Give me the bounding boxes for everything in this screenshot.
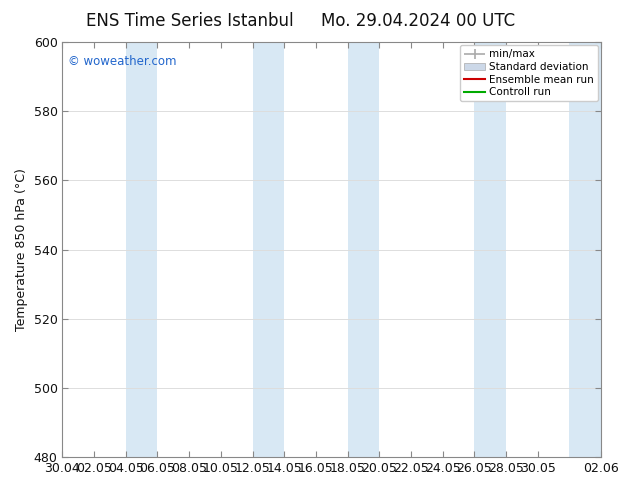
Legend: min/max, Standard deviation, Ensemble mean run, Controll run: min/max, Standard deviation, Ensemble me… <box>460 45 598 101</box>
Text: © woweather.com: © woweather.com <box>68 54 176 68</box>
Bar <box>347 42 379 457</box>
Bar <box>474 42 506 457</box>
Text: ENS Time Series Istanbul: ENS Time Series Istanbul <box>86 12 294 30</box>
Text: Mo. 29.04.2024 00 UTC: Mo. 29.04.2024 00 UTC <box>321 12 515 30</box>
Bar <box>569 42 601 457</box>
Y-axis label: Temperature 850 hPa (°C): Temperature 850 hPa (°C) <box>15 168 28 331</box>
Bar <box>126 42 157 457</box>
Bar <box>252 42 284 457</box>
